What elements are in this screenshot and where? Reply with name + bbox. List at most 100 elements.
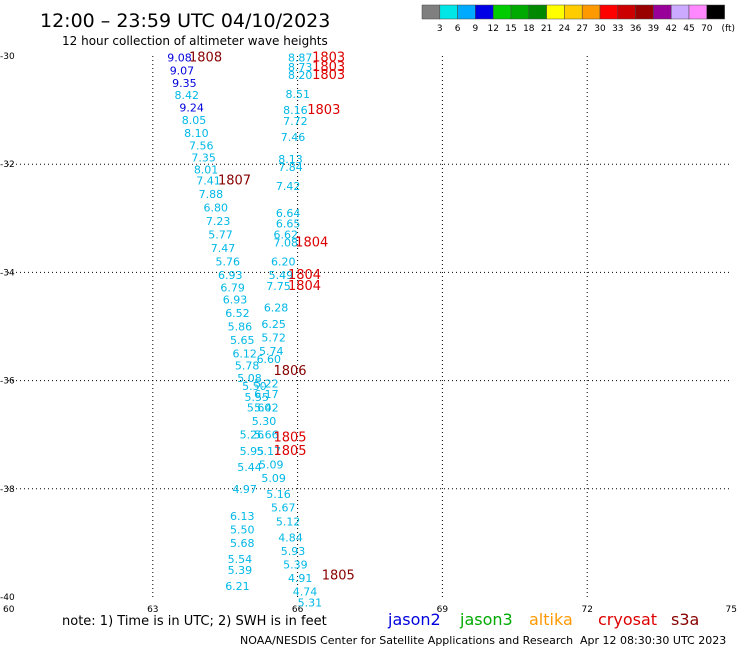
credit-line: NOAA/NESDIS Center for Satellite Applica…: [240, 634, 573, 647]
wave-height-point: 7.42: [276, 180, 301, 193]
x-axis-ticks: 60 63 66 69 72 75: [3, 605, 737, 615]
y-tick-label: -40: [0, 593, 15, 603]
wave-height-point: 6.64: [276, 207, 301, 220]
wave-height-point: 5.54: [228, 553, 253, 566]
colorbar-swatch: [457, 4, 476, 20]
colorbar-swatch: [653, 4, 672, 20]
wave-height-point: 5.09: [259, 458, 284, 471]
wave-height-point: 8.01: [194, 164, 219, 177]
wave-height-point: 6.93: [223, 293, 248, 306]
pass-time-label: 1803: [307, 103, 340, 118]
wave-height-point: 5.95: [240, 445, 265, 458]
x-tick-label: 69: [437, 605, 449, 615]
wave-height-point: 5.68: [230, 537, 255, 550]
colorbar-legend: 3 6 9 12 15 18 21 24 27 30 33 36 39 42 45 70 (ft): [421, 4, 735, 34]
wave-height-point: 5.55: [245, 391, 269, 404]
wave-height-point: 8.16: [283, 104, 308, 117]
chart-title: 12:00 – 23:59 UTC 04/10/2023: [40, 10, 330, 32]
wave-height-point: 8.42: [175, 89, 200, 102]
colorbar-label: 42: [665, 24, 676, 34]
colorbar-swatch: [688, 4, 708, 20]
colorbar-swatch: [475, 4, 494, 20]
colorbar-label: 45: [683, 24, 694, 34]
colorbar-label: 24: [559, 24, 571, 34]
wave-height-point: 5.65: [230, 334, 255, 347]
colorbar-label: 15: [505, 24, 516, 34]
wave-height-point: 6.79: [220, 282, 245, 295]
wave-height-point: 5.17: [257, 445, 282, 458]
wave-height-point: 5.31: [298, 596, 323, 609]
wave-height-point: 6.80: [203, 201, 228, 214]
pass-time-label: 1807: [218, 173, 251, 188]
x-tick-label: 75: [726, 605, 737, 615]
x-tick-label: 66: [292, 605, 304, 615]
wave-height-point: 8.10: [184, 127, 209, 140]
wave-height-point: 5.93: [281, 545, 306, 558]
wave-height-point: 5.86: [228, 321, 253, 334]
colorbar-label: 36: [630, 24, 642, 34]
wave-height-point: 5.42: [254, 402, 279, 415]
timestamp: Apr 12 08:30:30 UTC 2023: [580, 634, 726, 647]
wave-height-point: 5.44: [237, 461, 262, 474]
wave-height-point: 6.21: [225, 580, 250, 593]
y-axis-ticks: -30 -32 -34 -36 -38 -40: [0, 52, 15, 603]
colorbar-label: 3: [437, 24, 443, 34]
wave-height-point: 7.41: [196, 174, 221, 187]
colorbar-swatch: [706, 4, 725, 20]
wave-height-point: 5.39: [228, 564, 253, 577]
wave-height-point: 4.74: [293, 586, 318, 599]
wave-height-point: 5.09: [261, 472, 286, 485]
x-tick-label: 60: [3, 605, 15, 615]
wave-height-point: 9.08: [167, 52, 192, 65]
pass-time-label: 1805: [322, 568, 355, 583]
colorbar-label: 21: [541, 24, 552, 34]
pass-time-label: 1805: [273, 430, 306, 445]
wave-height-point: 6.28: [264, 302, 289, 315]
pass-time-label: 1804: [295, 236, 328, 251]
satellite-altika: altika: [529, 610, 573, 629]
wave-height-point: 8.05: [182, 114, 207, 127]
y-tick-label: -36: [0, 377, 15, 387]
wave-height-point: 5.39: [283, 559, 308, 572]
wave-height-point: 5.49: [269, 269, 294, 282]
plot-grid: [8, 56, 732, 597]
colorbar-label: 39: [648, 24, 660, 34]
wave-height-point: 8.20: [288, 69, 313, 82]
colorbar-swatch: [439, 4, 458, 20]
satellite-cryosat: cryosat: [598, 610, 657, 629]
y-tick-label: -30: [0, 52, 15, 62]
colorbar-label: 18: [523, 24, 535, 34]
satellite-jason3: jason3: [459, 610, 513, 629]
wave-height-point: 5.67: [271, 502, 296, 515]
pass-time-label: 1804: [288, 279, 321, 294]
wave-height-point: 6.20: [271, 256, 296, 269]
wave-height-point: 6.62: [273, 229, 298, 242]
colorbar-label: 27: [576, 24, 587, 34]
wave-height-point: 5.26: [240, 429, 265, 442]
colorbar-swatch: [421, 4, 441, 20]
wave-height-point: 7.35: [191, 152, 216, 165]
wave-height-point: 9.24: [179, 101, 204, 114]
wave-height-point: 4.97: [232, 483, 257, 496]
wave-height-point: 6.25: [261, 318, 286, 331]
pass-time-label: 1803: [312, 68, 345, 83]
pass-time-label: 1805: [273, 444, 306, 459]
wave-height-point: 6.93: [218, 269, 243, 282]
wave-height-point: 7.75: [266, 280, 291, 293]
wave-height-point: 4.84: [278, 531, 303, 544]
wave-height-point: 9.07: [170, 65, 195, 78]
wave-height-point: 5.76: [216, 256, 241, 269]
wave-height-point: 7.72: [283, 115, 308, 128]
colorbar-label: 6: [455, 24, 461, 34]
wave-height-point: 5.66: [254, 429, 279, 442]
wave-height-point: 6.52: [225, 307, 250, 320]
wave-height-point: 5.12: [276, 515, 301, 528]
wave-height-point: 8.51: [286, 88, 311, 101]
wave-height-point: 4.91: [288, 572, 313, 585]
colorbar-label: 30: [594, 24, 606, 34]
colorbar-swatch: [617, 4, 636, 20]
wave-height-point: 7.47: [211, 242, 236, 255]
satellite-s3a: s3a: [671, 610, 699, 629]
wave-height-point: 5.60: [247, 402, 271, 415]
